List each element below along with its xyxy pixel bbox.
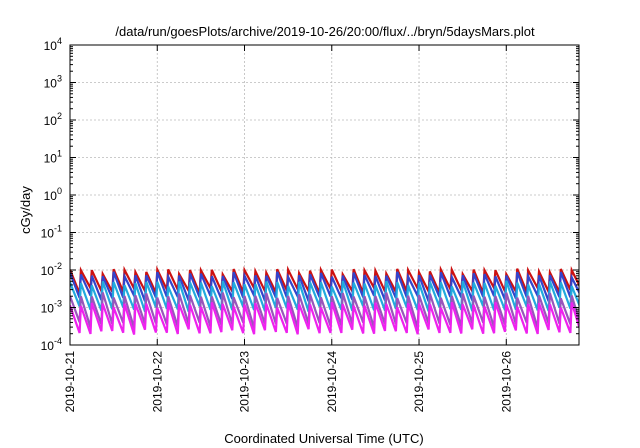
y-tick-exponent: -4	[54, 336, 62, 346]
x-tick-label: 2019-10-25	[412, 351, 426, 413]
series-line	[70, 301, 579, 335]
chart-title: /data/run/goesPlots/archive/2019-10-26/2…	[115, 24, 535, 39]
x-tick-label: 2019-10-26	[499, 351, 513, 413]
y-tick-base: 10	[41, 339, 55, 353]
y-tick-exponent: 4	[57, 36, 62, 46]
x-ticks: 2019-10-21 2019-10-22 2019-10-23 2019-10-24…	[63, 45, 513, 412]
y-axis-label: cGy/day	[18, 186, 33, 234]
y-tick-label: 102	[44, 111, 62, 128]
series-line	[70, 271, 579, 302]
y-tick-exponent: -2	[54, 261, 62, 271]
series-line	[70, 265, 579, 297]
y-tick-base: 10	[44, 39, 58, 53]
series-line	[70, 292, 579, 329]
series-line	[70, 280, 579, 313]
y-tick-base: 10	[41, 264, 55, 278]
plot-series	[70, 265, 579, 335]
y-tick-exponent: 3	[57, 74, 62, 84]
y-tick-label: 10-3	[41, 299, 62, 316]
x-tick-label: 2019-10-22	[150, 351, 164, 413]
y-tick-exponent: 0	[57, 186, 62, 196]
y-tick-label: 103	[44, 74, 62, 91]
y-tick-label: 10-2	[41, 261, 62, 278]
y-tick-exponent: 1	[57, 149, 62, 159]
y-tick-label: 104	[44, 36, 62, 53]
y-tick-base: 10	[41, 302, 55, 316]
y-tick-label: 101	[44, 149, 62, 166]
y-tick-exponent: -3	[54, 299, 62, 309]
x-axis-label: Coordinated Universal Time (UTC)	[224, 431, 423, 446]
y-tick-base: 10	[44, 114, 58, 128]
y-tick-exponent: -1	[54, 224, 62, 234]
x-tick-label: 2019-10-21	[63, 351, 77, 413]
y-tick-base: 10	[41, 227, 55, 241]
y-tick-base: 10	[44, 189, 58, 203]
y-tick-label: 10-4	[41, 336, 62, 353]
y-tick-exponent: 2	[57, 111, 62, 121]
x-tick-label: 2019-10-24	[325, 351, 339, 413]
y-tick-base: 10	[44, 77, 58, 91]
y-tick-label: 10-1	[41, 224, 62, 241]
y-tick-base: 10	[44, 152, 58, 166]
y-tick-label: 100	[44, 186, 62, 203]
x-tick-label: 2019-10-23	[238, 351, 252, 413]
